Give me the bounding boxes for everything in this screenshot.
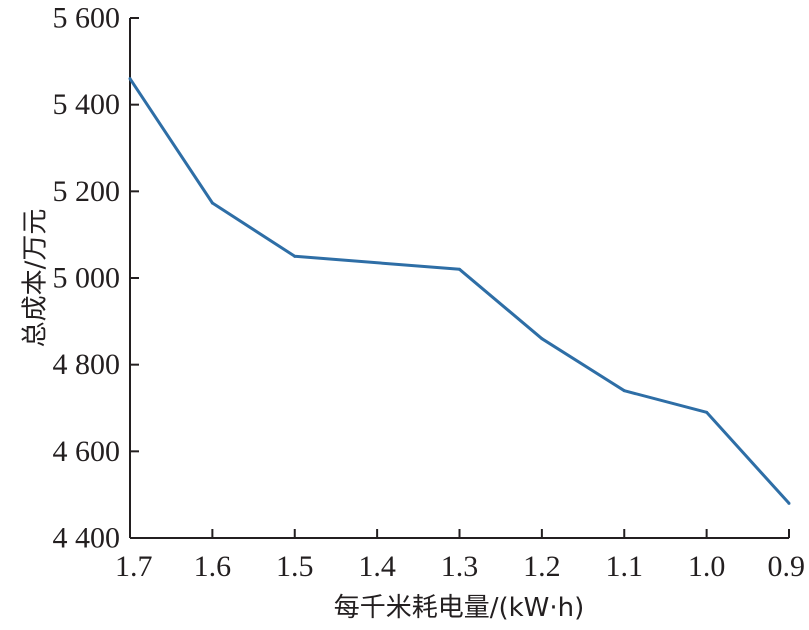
y-ticks: 4 400 4 600 4 800 5 000 5 200 5 400 5 600: [53, 2, 139, 555]
x-ticks: 1.7 1.6 1.5 1.4 1.3 1.2 1.1 1.0 0.9: [115, 529, 805, 583]
series: [128, 77, 791, 505]
data-point: [210, 201, 214, 205]
x-tick-label: 1.0: [688, 550, 726, 583]
x-tick-label: 1.4: [358, 550, 396, 583]
data-point: [540, 337, 544, 341]
y-tick-label: 5 600: [53, 2, 121, 35]
series-line: [128, 77, 791, 505]
x-tick-label: 1.5: [276, 550, 314, 583]
data-point: [622, 389, 626, 393]
y-tick-label: 4 800: [53, 348, 121, 381]
axes: [129, 18, 789, 539]
data-point: [705, 410, 709, 414]
y-tick-label: 4 400: [53, 522, 121, 555]
x-tick-label: 1.1: [606, 550, 644, 583]
y-tick-label: 5 200: [53, 175, 121, 208]
x-tick-label: 1.7: [115, 550, 153, 583]
y-tick-label: 5 400: [53, 88, 121, 121]
y-tick-label: 5 000: [53, 262, 121, 295]
x-tick-label: 1.6: [194, 550, 232, 583]
data-point: [128, 77, 132, 81]
y-tick-label: 4 600: [53, 435, 121, 468]
y-axis-title: 总成本/万元: [21, 209, 51, 348]
data-point: [458, 267, 461, 271]
x-tick-label: 1.3: [441, 550, 479, 583]
x-tick-label: 0.9: [768, 550, 806, 583]
data-point: [293, 254, 297, 258]
x-tick-label: 1.2: [523, 550, 561, 583]
data-point: [787, 501, 791, 505]
x-axis-title: 每千米耗电量/(kW·h): [334, 593, 585, 623]
